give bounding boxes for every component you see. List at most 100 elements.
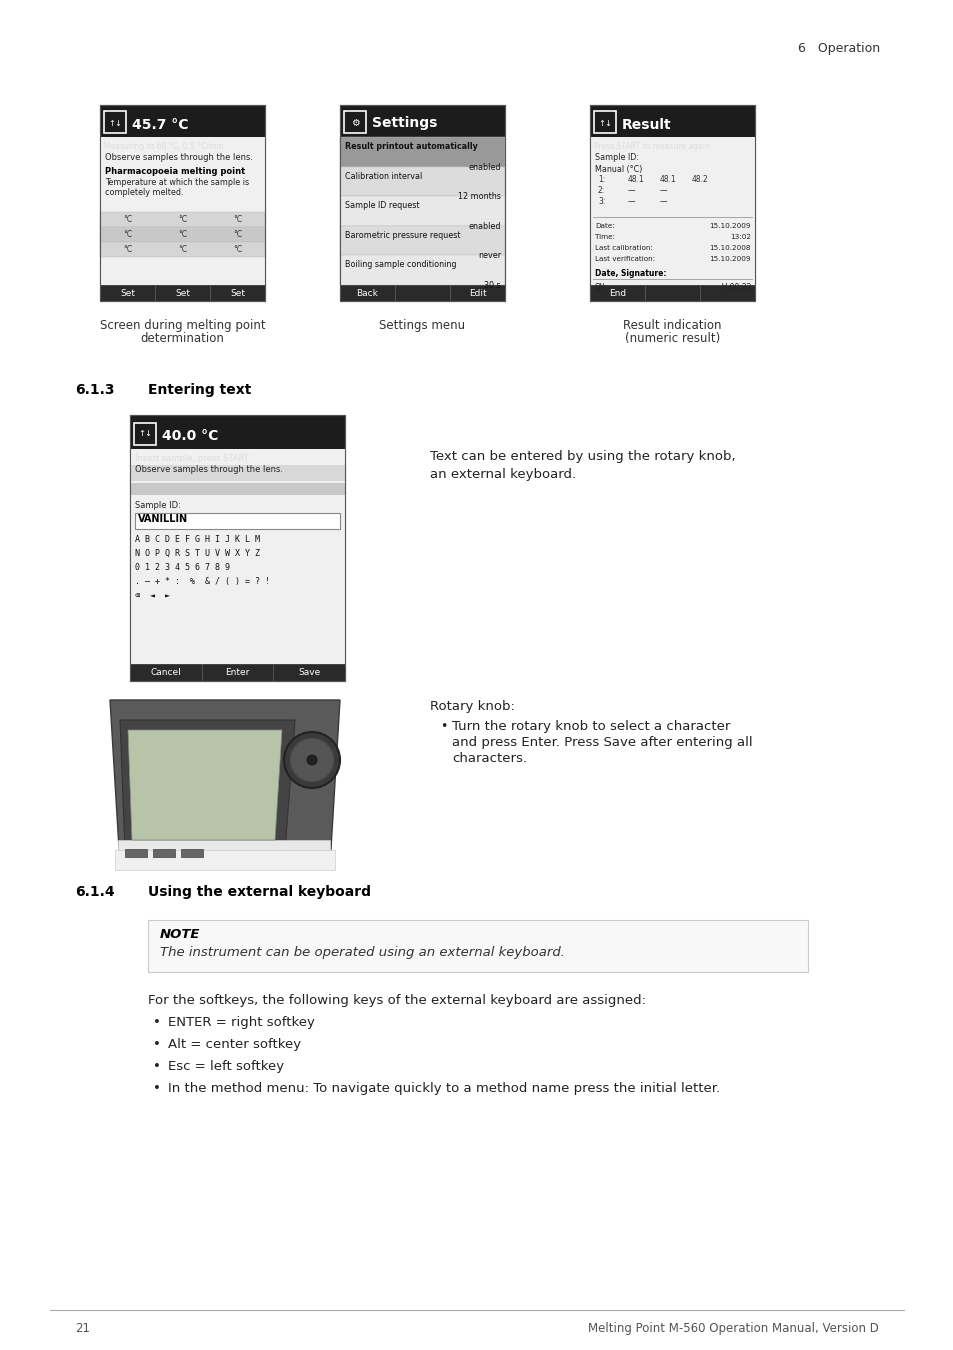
Text: Edit: Edit [468,289,486,297]
Circle shape [284,732,339,788]
Bar [130,414,345,680]
Text: Cancel: Cancel [151,668,181,676]
Text: Measuring to 60 °C, 0.5 °C/min: Measuring to 60 °C, 0.5 °C/min [104,142,223,151]
Text: ↑↓: ↑↓ [108,119,122,127]
Bar [274,664,345,680]
Text: NOTE: NOTE [160,927,200,941]
Text: Temperature at which the sample is: Temperature at which the sample is [105,178,249,188]
Text: —: — [659,197,667,207]
Text: °C: °C [123,215,132,224]
Text: •: • [152,1081,161,1095]
Circle shape [307,755,316,765]
Text: Melting Point M-560 Operation Manual, Version D: Melting Point M-560 Operation Manual, Ve… [587,1322,878,1335]
Text: Rotary knob:: Rotary knob: [430,701,515,713]
Text: (numeric result): (numeric result) [624,332,720,346]
Bar [339,196,504,225]
Text: Alt = center softkey: Alt = center softkey [168,1038,301,1052]
Text: 1:: 1: [598,176,604,184]
Bar [339,105,504,301]
Bar [589,136,754,285]
Text: Press START to measure again: Press START to measure again [594,142,709,151]
Text: ↑↓: ↑↓ [138,429,152,439]
Bar [152,849,174,857]
Text: ENTER = right softkey: ENTER = right softkey [168,1017,314,1029]
Text: Result indication: Result indication [622,319,721,332]
Bar [700,285,754,301]
Text: enabled: enabled [468,162,500,171]
Text: 0 1 2 3 4 5 6 7 8 9: 0 1 2 3 4 5 6 7 8 9 [135,563,230,572]
Text: End: End [608,289,625,297]
Bar [130,664,201,680]
Text: °C: °C [233,230,242,239]
Bar [100,105,265,301]
Text: Sample ID:: Sample ID: [595,153,639,162]
Text: 48.1: 48.1 [659,176,676,184]
Text: 3:: 3: [598,197,605,207]
Text: Using the external keyboard: Using the external keyboard [148,886,371,899]
Text: Back: Back [356,289,378,297]
Bar [339,105,504,301]
Text: Screen during melting point: Screen during melting point [99,319,265,332]
Text: Last calibration:: Last calibration: [595,244,652,251]
Bar [130,414,345,680]
Bar [450,285,504,301]
Text: ⌫  ◄  ►: ⌫ ◄ ► [135,591,170,599]
Text: •: • [152,1038,161,1052]
Text: Turn the rotary knob to select a character: Turn the rotary knob to select a charact… [452,720,730,733]
Text: an external keyboard.: an external keyboard. [430,468,576,481]
Text: and press Enter. Press Save after entering all: and press Enter. Press Save after enteri… [452,736,752,749]
Text: Observe samples through the lens.: Observe samples through the lens. [105,153,253,162]
Text: Calibration interval: Calibration interval [345,171,422,181]
Text: Pharmacopoeia melting point: Pharmacopoeia melting point [105,167,245,176]
Text: •: • [152,1017,161,1029]
Bar [395,285,450,301]
Text: VANILLIN: VANILLIN [138,514,188,524]
Text: °C: °C [233,244,242,254]
Text: ↑↓: ↑↓ [598,119,612,127]
Text: Barometric pressure request: Barometric pressure request [345,231,460,240]
Text: ⚙: ⚙ [351,117,359,128]
Text: Text can be entered by using the rotary knob,: Text can be entered by using the rotary … [430,450,735,463]
Text: V 00:22: V 00:22 [720,284,750,292]
Bar [130,483,345,495]
Bar [181,849,203,857]
Bar [118,840,330,865]
Bar [339,225,504,255]
Text: °C: °C [233,215,242,224]
Text: Set: Set [230,289,245,297]
Text: Result: Result [621,117,671,132]
Text: Set: Set [120,289,135,297]
Text: A B C D E F G H I J K L M: A B C D E F G H I J K L M [135,535,260,544]
Text: 45.7 °C: 45.7 °C [132,117,189,132]
Bar [339,285,395,301]
Text: never: never [477,251,500,261]
Text: 6.1.3: 6.1.3 [75,383,114,397]
Text: Last verification:: Last verification: [595,256,655,262]
Bar [594,111,616,134]
Text: For the softkeys, the following keys of the external keyboard are assigned:: For the softkeys, the following keys of … [148,994,645,1007]
Text: Settings: Settings [372,116,436,130]
Bar [104,111,126,134]
Text: Observe samples through the lens.: Observe samples through the lens. [135,464,283,474]
Bar [210,285,265,301]
Text: SN: SN [595,284,605,292]
Bar [115,850,335,869]
Text: The instrument can be operated using an external keyboard.: The instrument can be operated using an … [160,946,564,958]
Text: 15.10.2008: 15.10.2008 [709,244,750,251]
Bar [339,136,504,285]
Bar [154,285,210,301]
Text: Sample ID request: Sample ID request [345,201,419,211]
Text: 13:02: 13:02 [729,234,750,240]
Text: 21: 21 [75,1322,90,1335]
Bar [130,464,345,481]
Text: —: — [627,186,635,194]
Text: °C: °C [178,215,187,224]
Bar [130,450,345,664]
Circle shape [290,738,334,782]
Text: Date, Signature:: Date, Signature: [595,269,666,278]
Text: Settings menu: Settings menu [379,319,465,332]
Text: •: • [152,1060,161,1073]
Text: —: — [627,197,635,207]
Text: 40.0 °C: 40.0 °C [162,429,218,443]
Bar [100,136,265,285]
